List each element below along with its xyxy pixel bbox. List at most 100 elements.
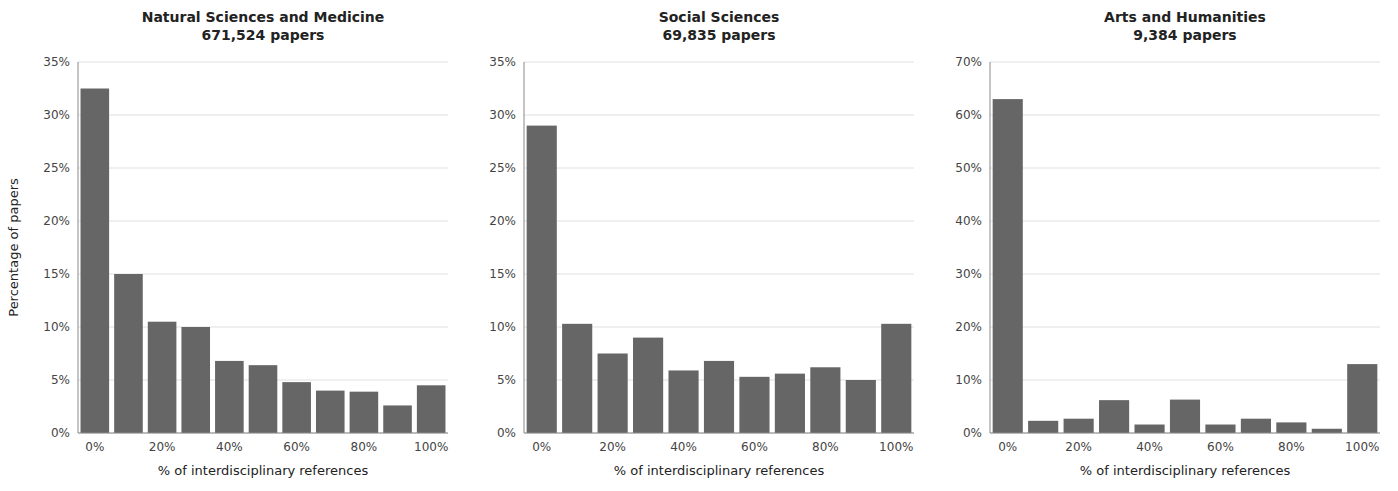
y-tick-label: 10% bbox=[43, 320, 70, 334]
y-tick-label: 40% bbox=[955, 214, 982, 228]
y-tick-label: 70% bbox=[955, 55, 982, 69]
bar bbox=[668, 370, 698, 433]
bar bbox=[1028, 421, 1058, 433]
bars bbox=[527, 126, 912, 433]
bar bbox=[1312, 429, 1342, 433]
bar bbox=[1347, 364, 1377, 433]
x-tick-label: 20% bbox=[1065, 440, 1092, 454]
grid-line bbox=[990, 327, 1380, 328]
grid-line bbox=[990, 380, 1380, 381]
bar bbox=[633, 338, 663, 433]
bar bbox=[527, 126, 557, 433]
bar bbox=[775, 374, 805, 433]
x-tick-label: 100% bbox=[1345, 440, 1379, 454]
grid-line bbox=[990, 115, 1380, 116]
y-tick-label: 15% bbox=[43, 267, 70, 281]
grid-line bbox=[990, 221, 1380, 222]
y-tick-label: 10% bbox=[955, 373, 982, 387]
y-tick-label: 60% bbox=[955, 108, 982, 122]
x-tick-label: 0% bbox=[85, 440, 104, 454]
x-tick-label: 80% bbox=[351, 440, 378, 454]
bar bbox=[1170, 400, 1200, 433]
y-tick-label: 35% bbox=[489, 55, 516, 69]
panel: 0%5%10%15%20%25%30%35%0%20%40%60%80%100%… bbox=[6, 9, 448, 478]
grid-line bbox=[524, 168, 914, 169]
x-tick-label: 0% bbox=[532, 440, 551, 454]
grid-line bbox=[990, 433, 1380, 434]
y-tick-label: 0% bbox=[497, 426, 516, 440]
x-axis-label: % of interdisciplinary references bbox=[614, 463, 825, 478]
grid-line bbox=[524, 62, 914, 63]
title-line: 69,835 papers bbox=[662, 27, 775, 43]
bar bbox=[704, 361, 734, 433]
y-axis bbox=[990, 62, 991, 433]
bar bbox=[417, 385, 446, 433]
x-tick-label: 60% bbox=[1207, 440, 1234, 454]
bar bbox=[1064, 419, 1094, 433]
grid-line bbox=[78, 115, 448, 116]
y-tick-label: 15% bbox=[489, 267, 516, 281]
bar bbox=[739, 377, 769, 433]
x-tick-label: 0% bbox=[998, 440, 1017, 454]
y-tick-label: 5% bbox=[51, 373, 70, 387]
x-axis bbox=[990, 433, 1380, 434]
x-axis bbox=[524, 433, 914, 434]
grid-line bbox=[78, 62, 448, 63]
y-tick-label: 20% bbox=[489, 214, 516, 228]
bar bbox=[81, 89, 110, 434]
bar bbox=[350, 392, 379, 433]
panel: 0% 5% 10% 15% 20% 25% 30% 35% 0% 20% 40% 60% 80% 100%… bbox=[489, 9, 914, 478]
title-line: Natural Sciences and Medicine bbox=[142, 9, 385, 25]
x-axis bbox=[78, 433, 448, 434]
x-axis-label: % of interdisciplinary references bbox=[1080, 463, 1291, 478]
bar bbox=[1205, 425, 1235, 433]
bar bbox=[810, 367, 840, 433]
title: Natural Sciences and Medicine671,524 pap… bbox=[142, 9, 385, 43]
bar bbox=[1241, 419, 1271, 433]
y-axis bbox=[78, 62, 79, 433]
x-tick-label: 80% bbox=[812, 440, 839, 454]
bar bbox=[846, 380, 876, 433]
x-tick-label: 40% bbox=[670, 440, 697, 454]
title-line: Social Sciences bbox=[659, 9, 780, 25]
bar bbox=[181, 327, 210, 433]
x-tick-label: 60% bbox=[741, 440, 768, 454]
bar bbox=[993, 99, 1023, 433]
y-tick-label: 35% bbox=[43, 55, 70, 69]
bars bbox=[81, 89, 446, 434]
bar bbox=[282, 382, 311, 433]
y-tick-label: 10% bbox=[489, 320, 516, 334]
y-tick-label: 30% bbox=[489, 108, 516, 122]
x-tick-label: 20% bbox=[599, 440, 626, 454]
y-tick-label: 0% bbox=[963, 426, 982, 440]
x-tick-label: 20% bbox=[149, 440, 176, 454]
grid-line bbox=[990, 168, 1380, 169]
bar bbox=[215, 361, 244, 433]
title-line: Arts and Humanities bbox=[1104, 9, 1266, 25]
x-axis-label: % of interdisciplinary references bbox=[158, 463, 369, 478]
bar bbox=[383, 405, 412, 433]
y-tick-label: 5% bbox=[497, 373, 516, 387]
bar bbox=[114, 274, 143, 433]
title: Social Sciences 69,835 papers bbox=[659, 9, 780, 43]
grid-line bbox=[990, 62, 1380, 63]
bar bbox=[249, 365, 278, 433]
y-tick-label: 0% bbox=[51, 426, 70, 440]
y-axis bbox=[524, 62, 525, 433]
grid-line bbox=[524, 433, 914, 434]
bar bbox=[598, 354, 628, 434]
bar bbox=[881, 324, 911, 433]
x-tick-label: 40% bbox=[216, 440, 243, 454]
y-axis-label: Percentage of papers bbox=[6, 178, 21, 317]
grid-line bbox=[524, 274, 914, 275]
bar bbox=[562, 324, 592, 433]
x-tick-label: 60% bbox=[283, 440, 310, 454]
x-tick-label: 100% bbox=[879, 440, 913, 454]
y-tick-label: 25% bbox=[489, 161, 516, 175]
y-tick-label: 30% bbox=[43, 108, 70, 122]
panel: 0%10%20%30%40%50%60%70%0%20%40%60%80%100… bbox=[955, 9, 1380, 478]
x-tick-label: 80% bbox=[1278, 440, 1305, 454]
grid-line bbox=[78, 221, 448, 222]
y-tick-label: 25% bbox=[43, 161, 70, 175]
bar bbox=[148, 322, 177, 433]
